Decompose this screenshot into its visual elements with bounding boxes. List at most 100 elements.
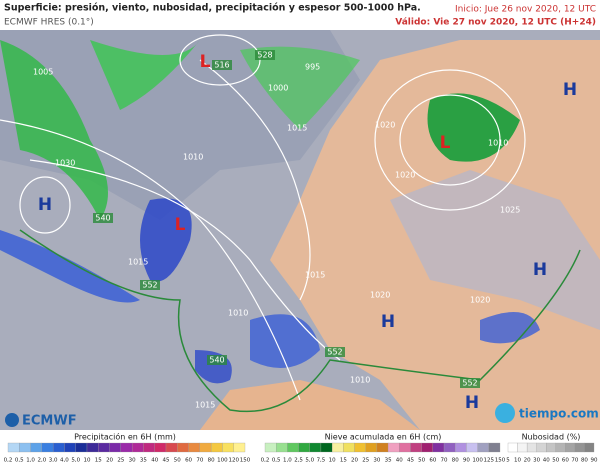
legend-swatch	[120, 442, 133, 453]
legend-swatch	[298, 442, 310, 453]
legend-swatch	[421, 442, 434, 453]
legend-swatch	[309, 442, 322, 453]
logo-ecmwf: ECMWF	[5, 413, 77, 429]
isobar-label: 1020	[375, 121, 395, 130]
pressure-center: H	[533, 260, 547, 280]
legend-tick: 20	[351, 458, 358, 464]
legend-swatch	[354, 442, 366, 453]
legend-swatch	[466, 442, 478, 453]
pressure-center: L	[440, 133, 451, 153]
legend-tick: 25	[117, 458, 124, 464]
legend-swatch	[165, 442, 178, 453]
legend-tick: 0,5	[272, 458, 281, 464]
valid: Válido: Vie 27 nov 2020, 12 UTC (H+24)	[395, 18, 596, 28]
legend-tick: 40	[543, 458, 550, 464]
legend-tick: 5,0	[305, 458, 314, 464]
legend-swatch	[536, 442, 547, 453]
legend-tick: 50	[552, 458, 559, 464]
legend-swatch	[222, 442, 234, 453]
legend-swatch	[86, 442, 99, 453]
thickness-label: 552	[327, 348, 342, 357]
legend-tick: 35	[385, 458, 392, 464]
legend-swatch	[264, 442, 277, 453]
legend-swatch	[131, 442, 144, 453]
legend-swatch	[287, 442, 299, 453]
thickness-label: 516	[214, 61, 229, 70]
legend-swatch	[109, 442, 122, 453]
legend-tick: 60	[429, 458, 436, 464]
legend-swatch	[584, 442, 595, 453]
legend-swatch	[517, 442, 528, 453]
legend-swatch	[19, 442, 31, 453]
legend-swatch	[507, 442, 518, 453]
legend-swatch	[64, 442, 76, 453]
thickness-label: 528	[257, 51, 272, 60]
legend-swatch	[410, 442, 422, 453]
legend-tick: 30	[533, 458, 540, 464]
legend-tick: 40	[151, 458, 158, 464]
legend-tick: 80	[581, 458, 588, 464]
legend-title: Nubosidad (%)	[522, 433, 581, 442]
isobar-label: 1020	[470, 296, 490, 305]
legend-swatch	[488, 442, 501, 453]
legend-tick: 70	[441, 458, 448, 464]
thickness-label: 552	[462, 379, 477, 388]
legend-tick: 0,5	[15, 458, 24, 464]
legend-title: Nieve acumulada en 6H (cm)	[325, 433, 442, 442]
pressure-center: H	[381, 312, 395, 332]
legend-tick: 100	[472, 458, 483, 464]
thickness-box	[207, 355, 227, 365]
legend-swatch	[565, 442, 576, 453]
legend-swatch	[526, 442, 537, 453]
logo-text: tiempo.com	[519, 407, 599, 421]
thickness-label: 552	[142, 281, 157, 290]
legend-swatch	[331, 442, 344, 453]
legend-tick: 4,0	[60, 458, 69, 464]
legend-tick: 45	[163, 458, 170, 464]
legend-tick: 1,0	[26, 458, 35, 464]
legend-tick: 1,0	[283, 458, 292, 464]
legend-swatch	[276, 442, 288, 453]
legend-swatch	[41, 442, 54, 453]
isobar-label: 1020	[395, 171, 415, 180]
legend-tick: 30	[129, 458, 136, 464]
thickness-box	[140, 280, 160, 290]
pressure-center: H	[465, 393, 479, 413]
isobar-label: 1025	[500, 206, 520, 215]
pressure-center: H	[563, 80, 577, 100]
thickness-label: 540	[95, 214, 110, 223]
legend-swatch	[188, 442, 201, 453]
legend-tick: 80	[452, 458, 459, 464]
legend-swatch	[233, 442, 246, 453]
legend-tick: 10	[329, 458, 336, 464]
legend-title: Precipitación en 6H (mm)	[74, 432, 176, 442]
legend-tick: 60	[185, 458, 192, 464]
legend-swatch	[154, 442, 167, 453]
legend-swatch	[555, 442, 566, 453]
legend-swatch	[443, 442, 456, 453]
legend-tick: 10	[514, 458, 521, 464]
legend-swatch	[52, 442, 65, 453]
legend-tick: 60	[562, 458, 569, 464]
thickness-label: 540	[209, 356, 224, 365]
legend-tick: 15	[95, 458, 102, 464]
legend-tick: 40	[396, 458, 403, 464]
pressure-center: L	[175, 215, 186, 235]
isobar-label: 1010	[350, 376, 370, 385]
legend-swatch	[210, 442, 223, 453]
legend-swatch	[574, 442, 585, 453]
init: Inicio: Jue 26 nov 2020, 12 UTC	[455, 5, 596, 15]
isobar-label: 1005	[33, 68, 53, 77]
legend-tick: 5,0	[71, 458, 80, 464]
legend-tick: 150	[495, 458, 506, 464]
legend-tick: 90	[591, 458, 598, 464]
pressure-center: L	[200, 52, 211, 72]
legend-swatch	[365, 442, 378, 453]
isobar-label: 1015	[305, 271, 325, 280]
isobar-label: 1010	[183, 153, 203, 162]
legend-tick: 120	[228, 458, 239, 464]
logo-tiempo: tiempo.com	[495, 403, 599, 423]
isobar-label: 1015	[128, 258, 148, 267]
legend-tick: 20	[106, 458, 113, 464]
legend-tick: 50	[418, 458, 425, 464]
